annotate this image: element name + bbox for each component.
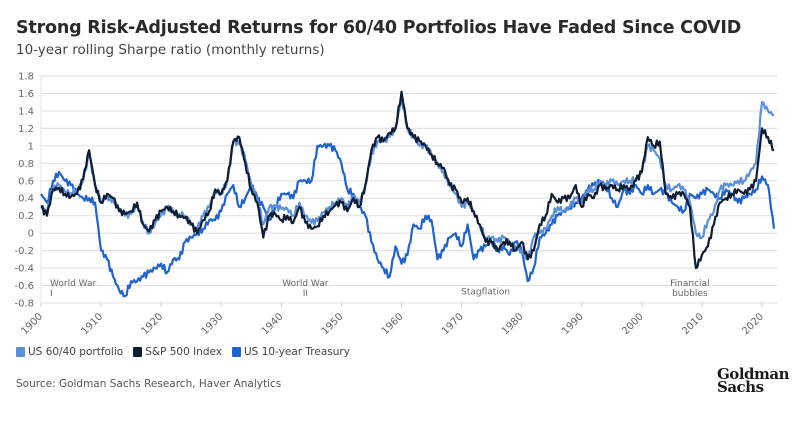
logo-line-1: Goldman (717, 365, 790, 383)
y-axis-ticks: 1.8 1.6 1.4 1.2 1 0.8 0.6 0.4 0.2 0 -0.2 -0.4 -0.6 -0… (14, 72, 34, 310)
y-tick-label: -0.6 (14, 281, 34, 292)
legend-label: US 10-year Treasury (244, 346, 350, 358)
legend-label: S&P 500 Index (145, 346, 222, 358)
x-tick-label: 1920 (140, 311, 166, 337)
x-tick-label: 1990 (560, 311, 586, 337)
y-tick-label: 0.2 (18, 211, 34, 222)
series-line-us-10-year-treasury (40, 142, 776, 298)
logo-line-2: Sachs (717, 378, 764, 396)
line-chart: 1.8 1.6 1.4 1.2 1 0.8 0.6 0.4 0.2 0 -0.2 -0.4 -0.6 -0… (14, 72, 777, 337)
y-tick-label: 0 (28, 229, 34, 240)
annotation-label: Financial (670, 279, 709, 289)
legend-swatch (232, 347, 241, 357)
x-tick-label: 1970 (440, 311, 466, 337)
annotation-label: World War (50, 279, 96, 289)
x-tick-label: 1900 (19, 311, 45, 337)
x-tick-label: 2000 (620, 311, 646, 337)
y-tick-label: 1.6 (18, 89, 34, 100)
series-lines (40, 90, 776, 298)
annotation-label: World War (282, 279, 328, 289)
y-tick-label: -0.4 (14, 264, 34, 275)
y-tick-label: 0.4 (18, 194, 34, 205)
series-line-s-p-500-index (40, 90, 775, 270)
source-note: Source: Goldman Sachs Research, Haver An… (16, 378, 282, 390)
chart-title: Strong Risk-Adjusted Returns for 60/40 P… (16, 18, 742, 38)
legend: US 60/40 portfolio S&P 500 Index US 10-y… (16, 346, 350, 358)
x-tick-label: 1980 (500, 311, 526, 337)
x-tick-label: 1910 (79, 311, 105, 337)
annotation-label: I (50, 289, 53, 299)
x-tick-label: 1930 (200, 311, 226, 337)
annotation-label: II (303, 289, 308, 299)
x-tick-label: 1950 (320, 311, 346, 337)
chart-subtitle: 10-year rolling Sharpe ratio (monthly re… (16, 42, 325, 58)
x-tick-label: 1940 (260, 311, 286, 337)
x-tick-label: 2020 (740, 311, 766, 337)
goldman-sachs-logo: Goldman Sachs (717, 365, 790, 396)
legend-item-treasury: US 10-year Treasury (232, 346, 350, 358)
x-tick-label: 1960 (380, 311, 406, 337)
y-tick-label: 1.8 (18, 72, 34, 83)
y-tick-label: 1.2 (18, 124, 34, 135)
x-tick-label: 2010 (680, 311, 706, 337)
legend-item-sp500: S&P 500 Index (133, 346, 222, 358)
y-tick-label: -0.2 (14, 246, 34, 257)
y-tick-label: -0.8 (14, 299, 34, 310)
y-tick-label: 1.4 (18, 106, 34, 117)
legend-label: US 60/40 portfolio (28, 346, 124, 358)
y-tick-label: 0.6 (18, 176, 34, 187)
y-tick-label: 0.8 (18, 159, 34, 170)
x-axis-ticks: 1900 1910 1920 1930 1940 1950 1960 1970 1980 1990… (19, 303, 766, 337)
legend-item-6040: US 60/40 portfolio (16, 346, 123, 358)
annotation-label: bubbles (672, 289, 708, 299)
legend-swatch (133, 347, 143, 357)
y-tick-label: 1 (28, 141, 34, 152)
legend-swatch (16, 347, 25, 357)
annotation-label: Stagflation (461, 287, 510, 297)
